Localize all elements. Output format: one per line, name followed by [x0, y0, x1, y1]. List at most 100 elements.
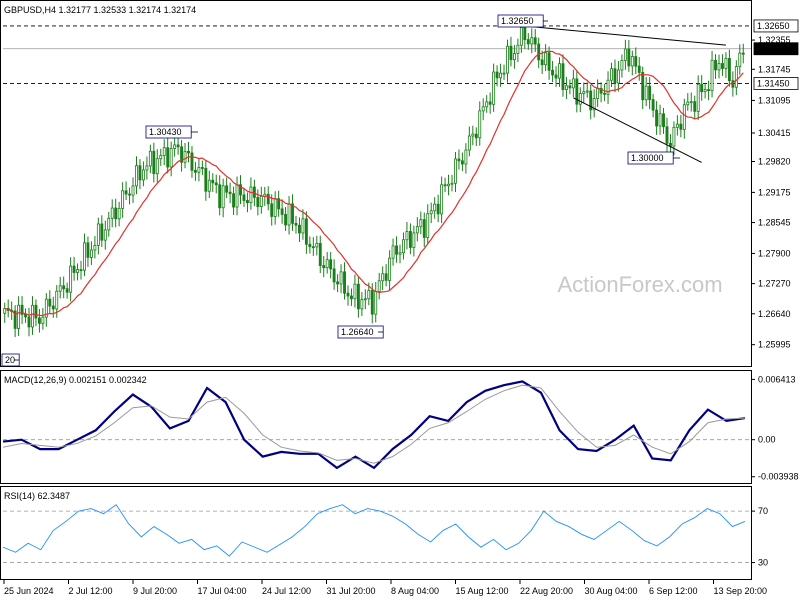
candle-body — [211, 179, 215, 184]
candle-body — [152, 150, 156, 175]
candle-body — [93, 244, 97, 251]
price-tag-label: 1.31450 — [757, 78, 790, 88]
time-tick-label: 30 Aug 04:00 — [585, 586, 638, 596]
candle-body — [353, 283, 357, 300]
time-tick-label: 13 Sep 20:00 — [714, 586, 768, 596]
candle-body — [162, 147, 166, 156]
candle-body — [519, 27, 523, 46]
candle-body — [62, 285, 66, 290]
candle-body — [346, 292, 350, 297]
candle-body — [367, 290, 371, 300]
candle-body — [738, 52, 742, 67]
candle-body — [343, 271, 346, 294]
candle-body — [478, 110, 482, 139]
price-tick-label: 1.29175 — [758, 187, 791, 197]
candle-body — [495, 71, 499, 79]
candle-body — [717, 63, 721, 71]
candle-body — [578, 93, 582, 105]
candle-body — [20, 304, 24, 315]
candle-body — [103, 229, 107, 241]
price-tick-label: 1.28545 — [758, 218, 791, 228]
candle-body — [360, 299, 364, 310]
candle-body — [284, 214, 288, 226]
candle-body — [141, 169, 145, 181]
candle-body — [592, 98, 596, 111]
candle-body — [325, 259, 329, 269]
price-tick-label: 1.27900 — [758, 248, 791, 258]
candle-body — [623, 48, 627, 61]
candle-body — [537, 43, 541, 61]
rsi-panel-title: RSI(14) 62.3487 — [4, 491, 70, 501]
rsi-panel-frame — [0, 486, 752, 580]
time-tick-label: 15 Aug 12:00 — [456, 586, 509, 596]
price-tick-label: 1.27270 — [758, 279, 791, 289]
candle-body — [530, 37, 534, 45]
candle-body — [180, 146, 184, 163]
candle-body — [644, 85, 648, 101]
candle-body — [86, 242, 90, 258]
candle-body — [620, 59, 624, 71]
candle-body — [388, 257, 392, 281]
candle-body — [169, 148, 173, 168]
candle-body — [273, 198, 277, 217]
candle-body — [703, 89, 707, 93]
candle-body — [516, 44, 520, 54]
candle-body — [232, 193, 236, 208]
candle-body — [610, 68, 613, 81]
candle-body — [339, 271, 343, 285]
candle-body — [17, 304, 21, 329]
candle-body — [329, 259, 333, 270]
candle-body — [589, 90, 593, 111]
candle-body — [374, 291, 378, 315]
candle-body — [492, 71, 496, 105]
candle-body — [714, 59, 717, 71]
candle-body — [384, 273, 388, 281]
candle-body — [155, 158, 159, 175]
time-tick-label: 31 Jul 20:00 — [327, 586, 376, 596]
candle-body — [634, 56, 638, 67]
candle-body — [370, 290, 374, 315]
time-tick-label: 25 Jun 2024 — [4, 586, 54, 596]
candle-body — [675, 123, 679, 128]
macd-tick-label: 0.00 — [758, 435, 776, 445]
candle-body — [301, 218, 305, 234]
candle-body — [200, 167, 204, 169]
candle-body — [336, 281, 340, 285]
price-tick-label: 1.31745 — [758, 64, 791, 74]
candle-body — [693, 101, 697, 112]
rsi-indicator: 70 30 — [2, 504, 768, 568]
time-tick-label: 24 Jul 12:00 — [262, 586, 311, 596]
candle-body — [159, 155, 163, 160]
moving-average — [4, 50, 744, 317]
candle-body — [741, 52, 745, 55]
candle-body — [356, 283, 360, 310]
candle-body — [571, 78, 575, 89]
candle-body — [145, 165, 149, 171]
candle-body — [225, 185, 229, 193]
candlestick-series — [3, 18, 745, 337]
candle-body — [398, 252, 402, 255]
price-tick-label: 1.30415 — [758, 128, 791, 138]
candle-body — [197, 167, 201, 173]
candle-body — [575, 78, 579, 105]
candle-body — [27, 316, 31, 328]
candle-body — [37, 317, 41, 324]
lower-trendline — [573, 97, 702, 163]
candle-body — [51, 305, 55, 310]
candle-body — [322, 265, 326, 269]
candle-body — [221, 185, 225, 209]
candle-body — [270, 203, 274, 217]
candle-body — [665, 126, 669, 144]
candle-body — [308, 243, 312, 248]
candle-body — [436, 203, 440, 215]
candle-body — [655, 109, 659, 127]
candle-body — [235, 184, 239, 208]
candle-body — [246, 200, 249, 204]
candle-body — [183, 150, 187, 163]
price-tick-label: 1.29820 — [758, 156, 791, 166]
trendlines — [524, 25, 726, 163]
candle-body — [83, 242, 86, 271]
candle-body — [100, 223, 104, 241]
annotation-label: 1.30000 — [631, 153, 664, 163]
